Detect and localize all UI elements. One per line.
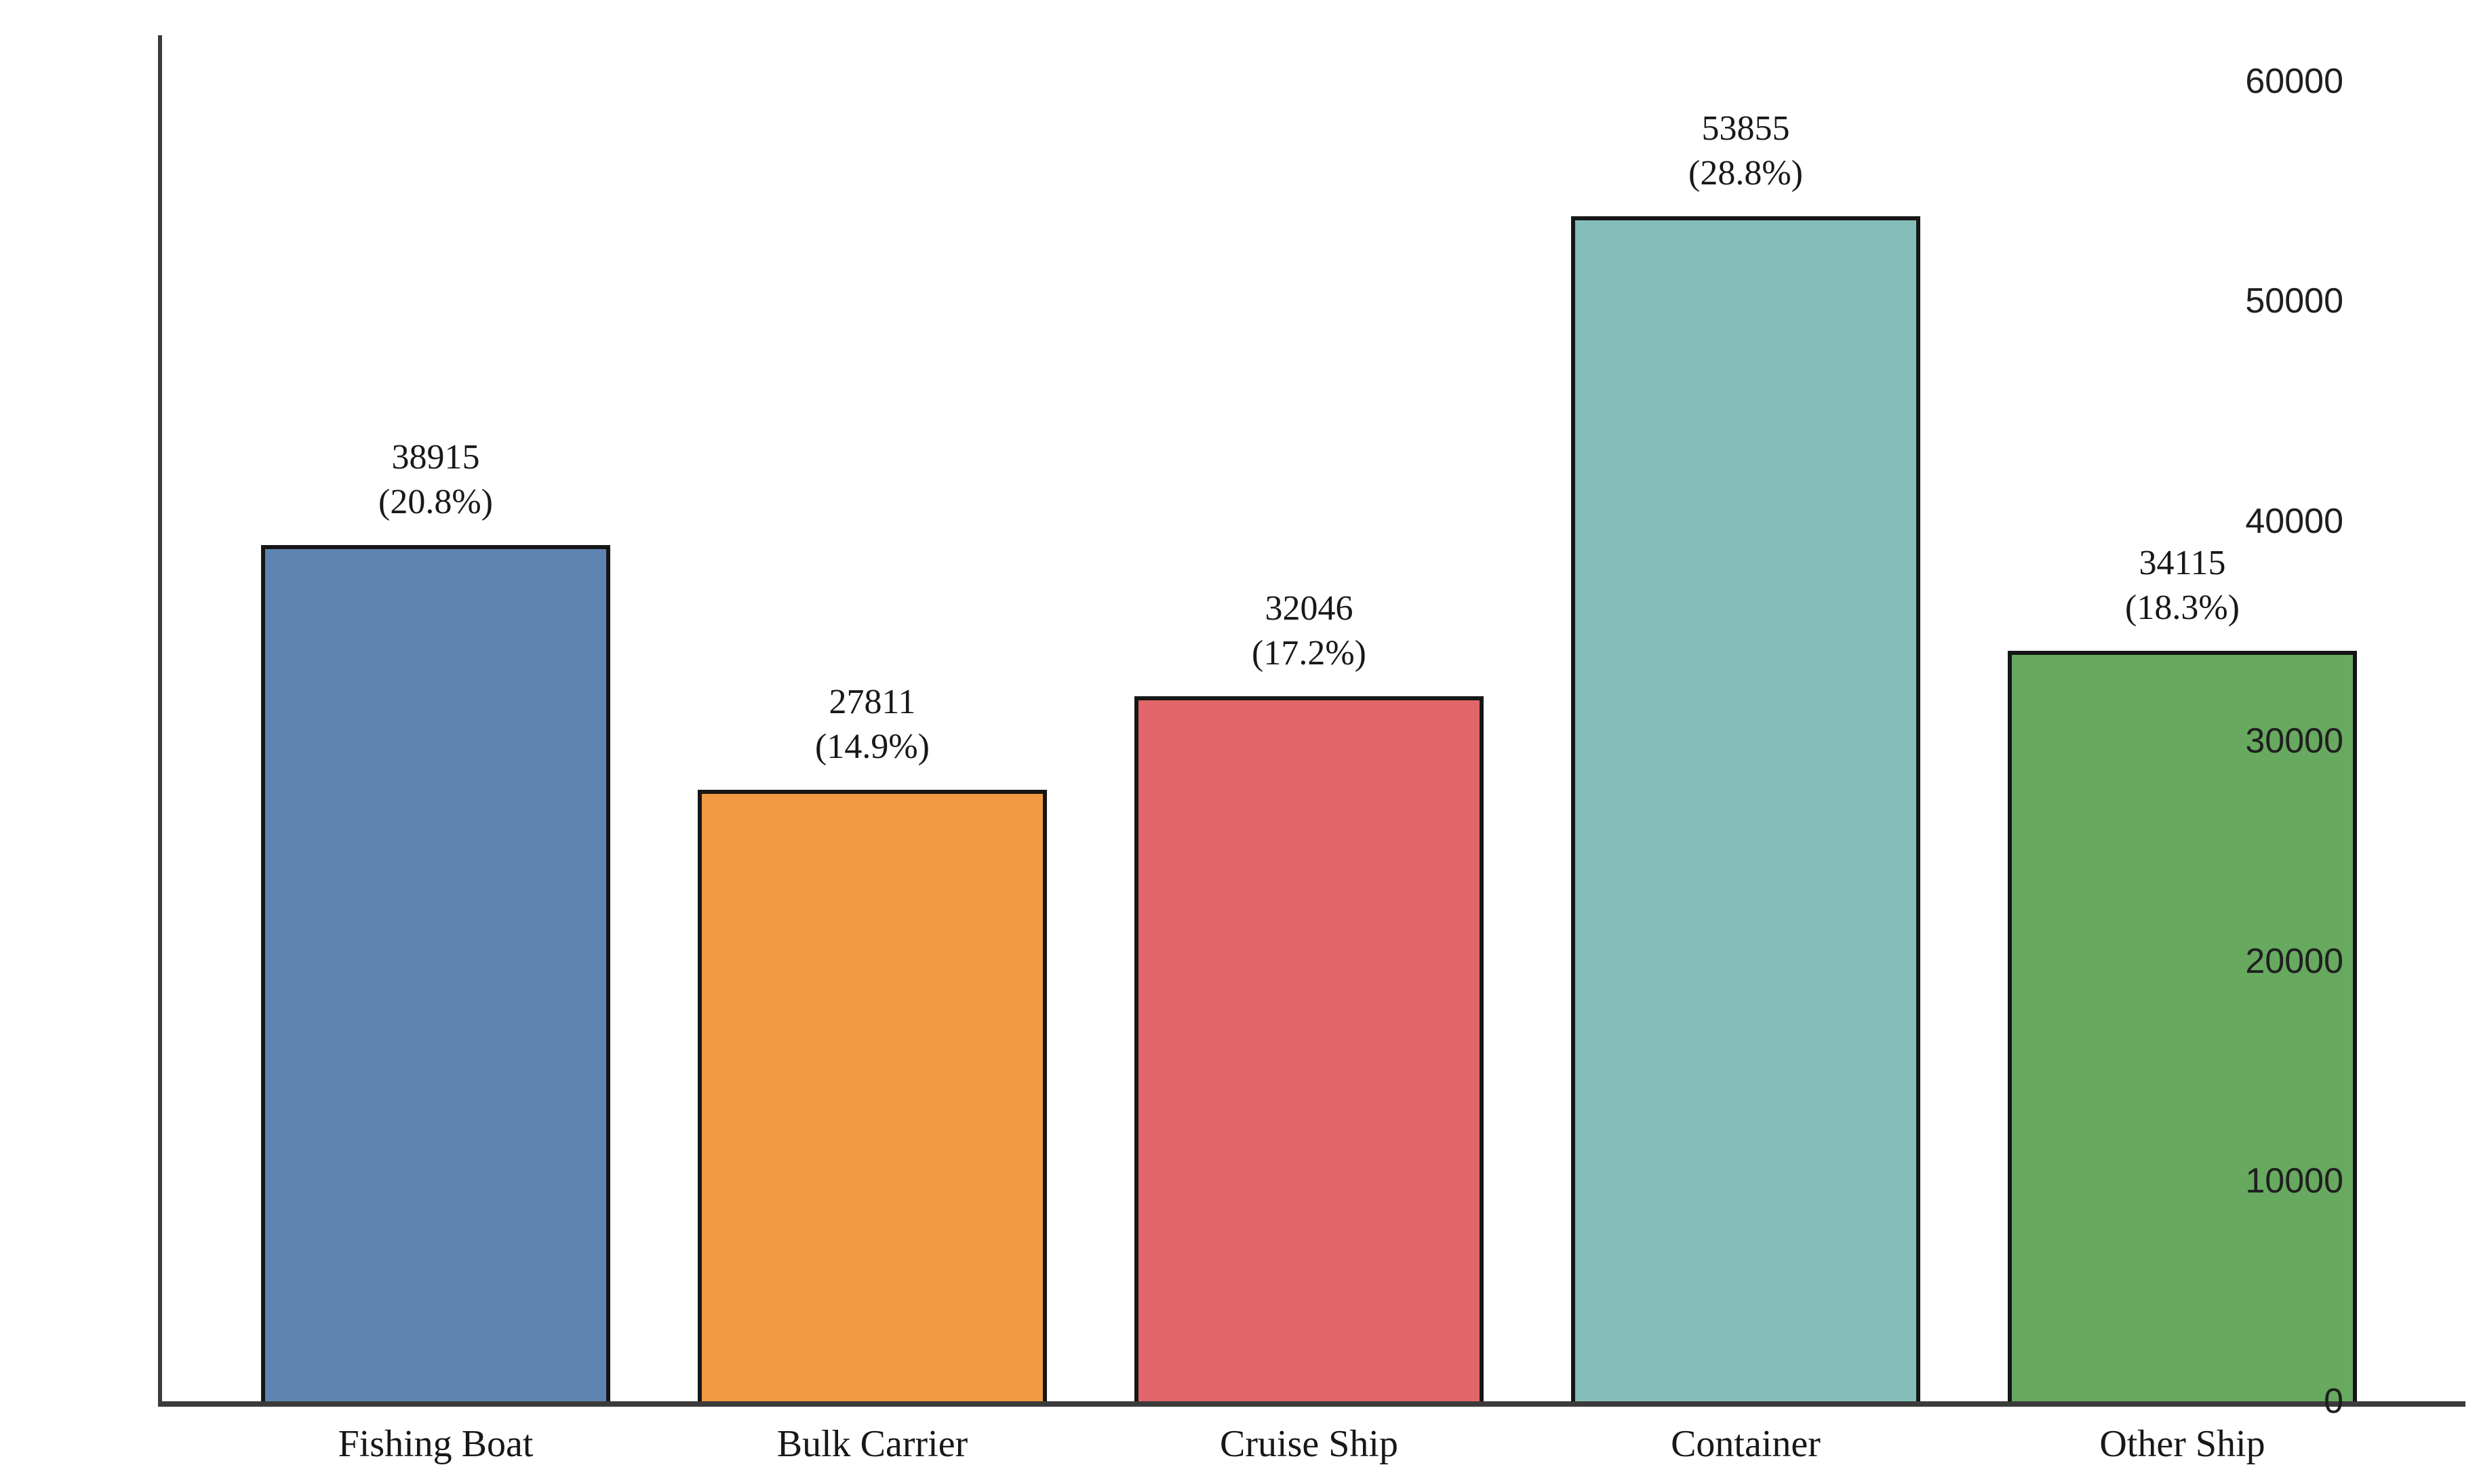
y-tick-label-10000: 10000 xyxy=(2245,1161,2343,1201)
bar-cruise-ship xyxy=(1134,696,1484,1401)
x-category-label-fishing-boat: Fishing Boat xyxy=(338,1423,534,1465)
bar-container xyxy=(1571,216,1920,1401)
x-category-label-other-ship: Other Ship xyxy=(2099,1423,2265,1465)
y-tick-label-0: 0 xyxy=(2324,1382,2343,1421)
bar-value-label-container: 53855 (28.8%) xyxy=(1688,109,1803,193)
y-tick-label-40000: 40000 xyxy=(2245,502,2343,541)
plot-area xyxy=(158,35,2465,1407)
bar-value-label-fishing-boat: 38915 (20.8%) xyxy=(378,438,493,521)
bar-fishing-boat xyxy=(261,545,610,1401)
y-tick-label-50000: 50000 xyxy=(2245,281,2343,321)
y-tick-label-60000: 60000 xyxy=(2245,62,2343,101)
bar-value-label-cruise-ship: 32046 (17.2%) xyxy=(1252,589,1366,673)
x-category-label-cruise-ship: Cruise Ship xyxy=(1220,1423,1398,1465)
bar-value-label-other-ship: 34115 (18.3%) xyxy=(2125,544,2240,627)
y-tick-label-30000: 30000 xyxy=(2245,721,2343,761)
bar-bulk-carrier xyxy=(698,790,1047,1401)
x-category-label-container: Container xyxy=(1671,1423,1821,1465)
bar-value-label-bulk-carrier: 27811 (14.9%) xyxy=(815,683,930,766)
y-tick-label-20000: 20000 xyxy=(2245,942,2343,981)
x-category-label-bulk-carrier: Bulk Carrier xyxy=(776,1423,968,1465)
bar-other-ship xyxy=(2008,651,2357,1401)
